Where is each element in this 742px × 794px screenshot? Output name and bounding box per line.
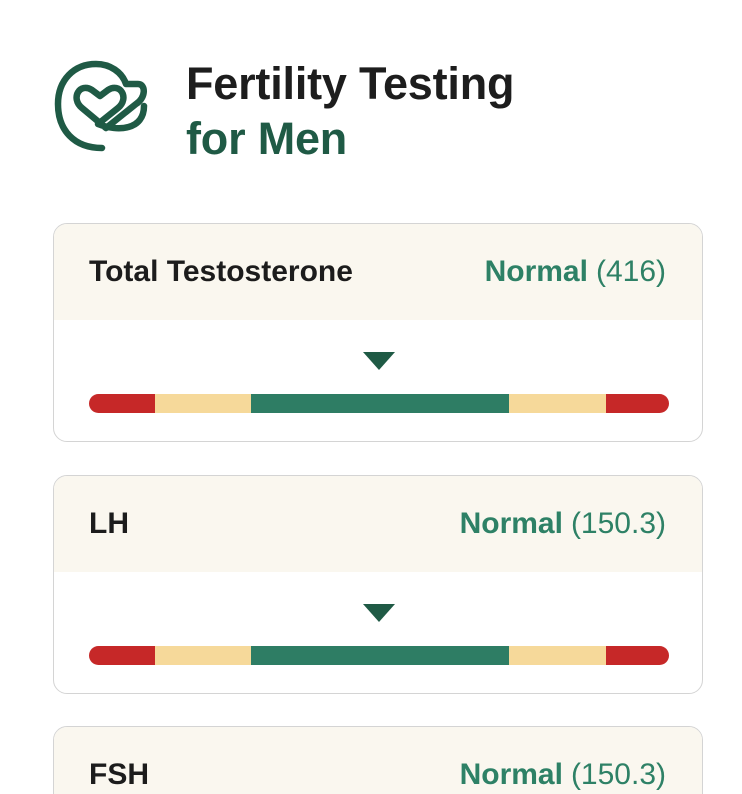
result-status: Normal xyxy=(459,507,563,540)
result-value: (150.3) xyxy=(570,758,666,791)
range-indicator xyxy=(54,320,702,441)
page-subtitle: for Men xyxy=(186,113,348,164)
range-segment-yellow xyxy=(155,394,252,413)
range-segment-green xyxy=(251,646,510,665)
test-name: FSH xyxy=(89,758,149,791)
range-segment-yellow xyxy=(155,646,252,665)
heart-loop-logo-icon xyxy=(54,60,148,152)
range-bar xyxy=(89,394,669,413)
card-header: LH Normal (150.3) xyxy=(54,476,702,572)
test-result: Normal (150.3) xyxy=(460,758,666,792)
range-segment-red xyxy=(605,646,669,665)
range-segment-green xyxy=(251,394,510,413)
test-result: Normal (150.3) xyxy=(460,507,666,541)
range-indicator xyxy=(54,572,702,693)
test-name: Total Testosterone xyxy=(89,255,353,288)
card-header: FSH Normal (150.3) xyxy=(54,727,702,794)
test-name: LH xyxy=(89,507,129,540)
header: Fertility Testing for Men xyxy=(52,54,515,166)
range-segment-red xyxy=(89,646,156,665)
result-value: (416) xyxy=(595,255,666,288)
page-title: Fertility Testing xyxy=(186,58,515,109)
range-segment-yellow xyxy=(509,394,606,413)
test-card-total-testosterone[interactable]: Total Testosterone Normal (416) xyxy=(53,223,703,442)
test-result: Normal (416) xyxy=(485,255,666,289)
test-card-fsh[interactable]: FSH Normal (150.3) xyxy=(53,726,703,794)
test-card-lh[interactable]: LH Normal (150.3) xyxy=(53,475,703,694)
card-header: Total Testosterone Normal (416) xyxy=(54,224,702,320)
marker-triangle-icon xyxy=(363,352,395,370)
range-segment-red xyxy=(605,394,669,413)
result-status: Normal xyxy=(459,758,563,791)
title-block: Fertility Testing for Men xyxy=(186,56,515,166)
range-bar xyxy=(89,646,669,665)
result-value: (150.3) xyxy=(570,507,666,540)
result-status: Normal xyxy=(484,255,588,288)
marker-triangle-icon xyxy=(363,604,395,622)
range-segment-red xyxy=(89,394,156,413)
range-segment-yellow xyxy=(509,646,606,665)
